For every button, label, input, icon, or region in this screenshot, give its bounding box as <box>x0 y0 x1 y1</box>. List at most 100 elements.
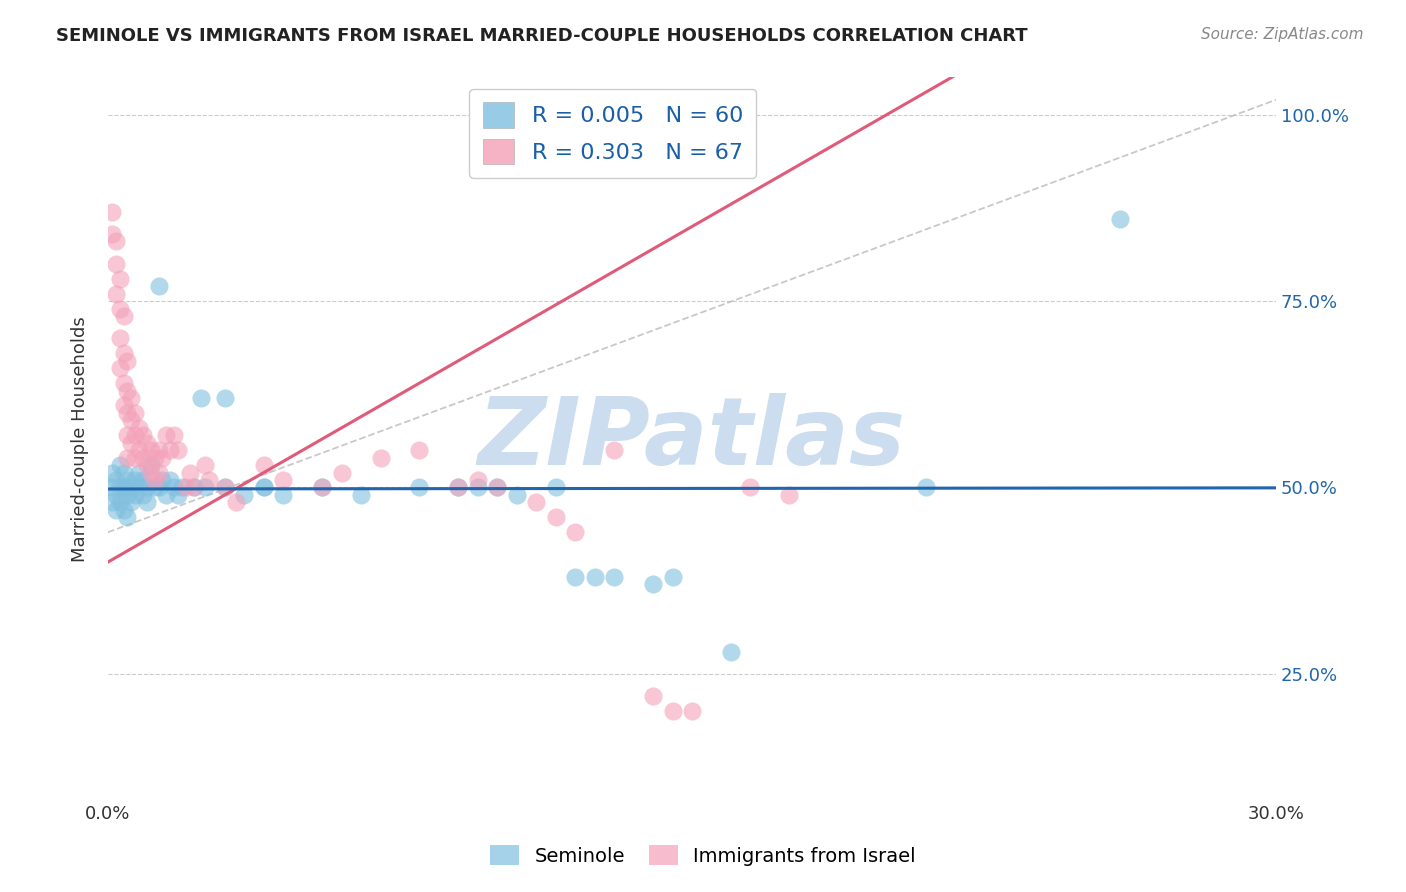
Point <box>271 473 294 487</box>
Point <box>330 466 353 480</box>
Point <box>135 435 157 450</box>
Point <box>108 495 131 509</box>
Point <box>120 391 142 405</box>
Y-axis label: Married-couple Households: Married-couple Households <box>72 316 89 562</box>
Point <box>467 473 489 487</box>
Point <box>108 331 131 345</box>
Point <box>135 495 157 509</box>
Point <box>163 428 186 442</box>
Point <box>128 421 150 435</box>
Point <box>583 570 606 584</box>
Point <box>253 481 276 495</box>
Point <box>179 466 201 480</box>
Point <box>104 488 127 502</box>
Point <box>128 443 150 458</box>
Point <box>104 473 127 487</box>
Point <box>117 488 139 502</box>
Point <box>447 481 470 495</box>
Point <box>112 309 135 323</box>
Point <box>1109 212 1132 227</box>
Point <box>117 384 139 398</box>
Point <box>603 443 626 458</box>
Point <box>128 466 150 480</box>
Point <box>139 443 162 458</box>
Point <box>124 406 146 420</box>
Point <box>183 481 205 495</box>
Point <box>124 450 146 465</box>
Point <box>124 473 146 487</box>
Legend: Seminole, Immigrants from Israel: Seminole, Immigrants from Israel <box>482 838 924 873</box>
Point <box>661 704 683 718</box>
Point <box>101 495 124 509</box>
Point <box>117 510 139 524</box>
Point <box>661 570 683 584</box>
Text: SEMINOLE VS IMMIGRANTS FROM ISRAEL MARRIED-COUPLE HOUSEHOLDS CORRELATION CHART: SEMINOLE VS IMMIGRANTS FROM ISRAEL MARRI… <box>56 27 1028 45</box>
Point <box>120 481 142 495</box>
Point <box>104 286 127 301</box>
Point <box>124 428 146 442</box>
Point <box>155 488 177 502</box>
Point <box>108 361 131 376</box>
Point <box>214 481 236 495</box>
Point <box>155 428 177 442</box>
Point <box>167 443 190 458</box>
Point <box>311 481 333 495</box>
Point <box>740 481 762 495</box>
Point <box>447 481 470 495</box>
Point <box>467 481 489 495</box>
Point <box>101 227 124 241</box>
Point <box>120 413 142 427</box>
Point <box>350 488 373 502</box>
Point <box>108 271 131 285</box>
Point <box>544 481 567 495</box>
Point <box>139 466 162 480</box>
Point <box>143 481 166 495</box>
Point <box>174 481 197 495</box>
Point <box>914 481 936 495</box>
Point <box>104 257 127 271</box>
Point <box>143 450 166 465</box>
Point <box>233 488 256 502</box>
Point <box>124 488 146 502</box>
Point <box>641 690 664 704</box>
Point <box>778 488 800 502</box>
Point <box>311 481 333 495</box>
Point <box>132 450 155 465</box>
Point <box>152 473 174 487</box>
Point <box>408 481 430 495</box>
Point <box>214 391 236 405</box>
Point <box>506 488 529 502</box>
Point <box>198 473 221 487</box>
Point <box>117 450 139 465</box>
Point <box>214 481 236 495</box>
Point <box>641 577 664 591</box>
Point <box>152 450 174 465</box>
Point <box>128 481 150 495</box>
Point <box>524 495 547 509</box>
Point <box>117 428 139 442</box>
Point <box>112 376 135 390</box>
Point <box>132 428 155 442</box>
Point <box>112 346 135 360</box>
Legend: R = 0.005   N = 60, R = 0.303   N = 67: R = 0.005 N = 60, R = 0.303 N = 67 <box>470 88 756 178</box>
Point <box>135 481 157 495</box>
Point <box>112 503 135 517</box>
Point <box>564 525 586 540</box>
Point <box>148 466 170 480</box>
Point <box>101 481 124 495</box>
Point <box>132 473 155 487</box>
Point <box>253 481 276 495</box>
Point <box>132 488 155 502</box>
Point <box>120 435 142 450</box>
Point <box>143 473 166 487</box>
Point <box>104 503 127 517</box>
Point <box>135 458 157 472</box>
Point <box>194 458 217 472</box>
Point <box>225 495 247 509</box>
Point <box>101 204 124 219</box>
Point <box>170 481 193 495</box>
Point <box>139 458 162 472</box>
Text: Source: ZipAtlas.com: Source: ZipAtlas.com <box>1201 27 1364 42</box>
Point <box>120 495 142 509</box>
Point <box>194 481 217 495</box>
